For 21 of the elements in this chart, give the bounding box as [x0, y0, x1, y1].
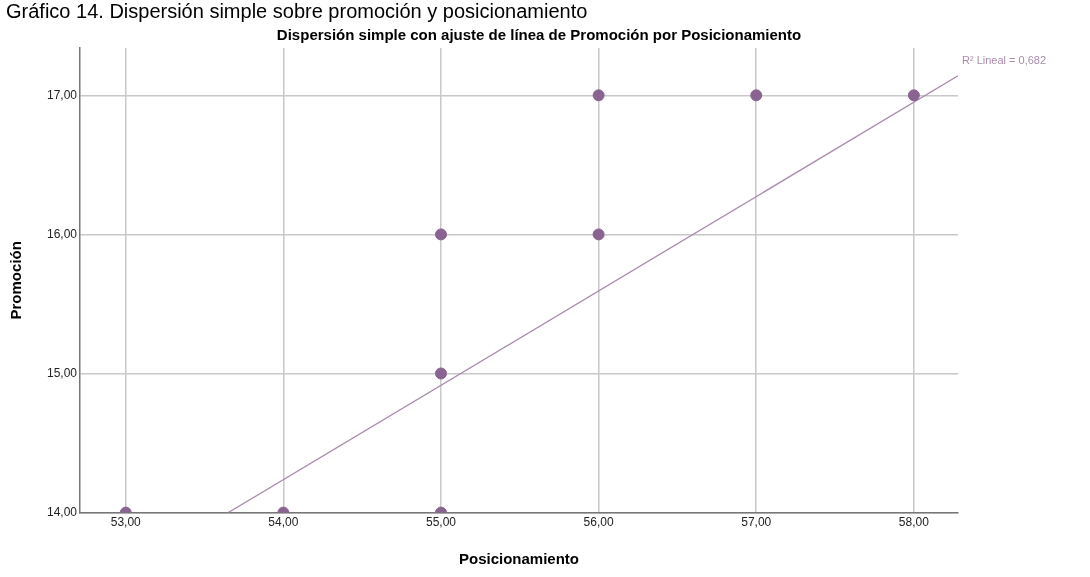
x-tick-label: 57,00 — [741, 515, 772, 530]
y-tick-label: 15,00 — [47, 365, 78, 380]
point — [434, 228, 447, 241]
y-tick-label: 17,00 — [47, 87, 78, 102]
point — [592, 228, 605, 241]
point — [907, 89, 920, 102]
annotation: R² Lineal = 0,682 — [962, 53, 1047, 66]
y-tick-label: 14,00 — [47, 504, 78, 519]
x-tick-label: 54,00 — [268, 515, 299, 530]
point — [592, 89, 605, 102]
point — [434, 367, 447, 380]
x-tick-label: 56,00 — [583, 515, 614, 530]
y-axis-title: Promoción — [7, 241, 25, 320]
y-tick-label: 16,00 — [47, 226, 78, 241]
point — [750, 89, 763, 102]
x-axis-title: Posicionamiento — [459, 550, 580, 568]
chart-title: Dispersión simple con ajuste de línea de Promoción por Posicionamiento — [276, 26, 802, 43]
x-tick-label: 53,00 — [110, 515, 142, 530]
text: Gráfico 14. Dispersión simple sobre promoción y posicionamiento — [6, 0, 588, 22]
x-tick-label: 58,00 — [898, 515, 930, 530]
x-tick-label: 55,00 — [425, 515, 457, 530]
